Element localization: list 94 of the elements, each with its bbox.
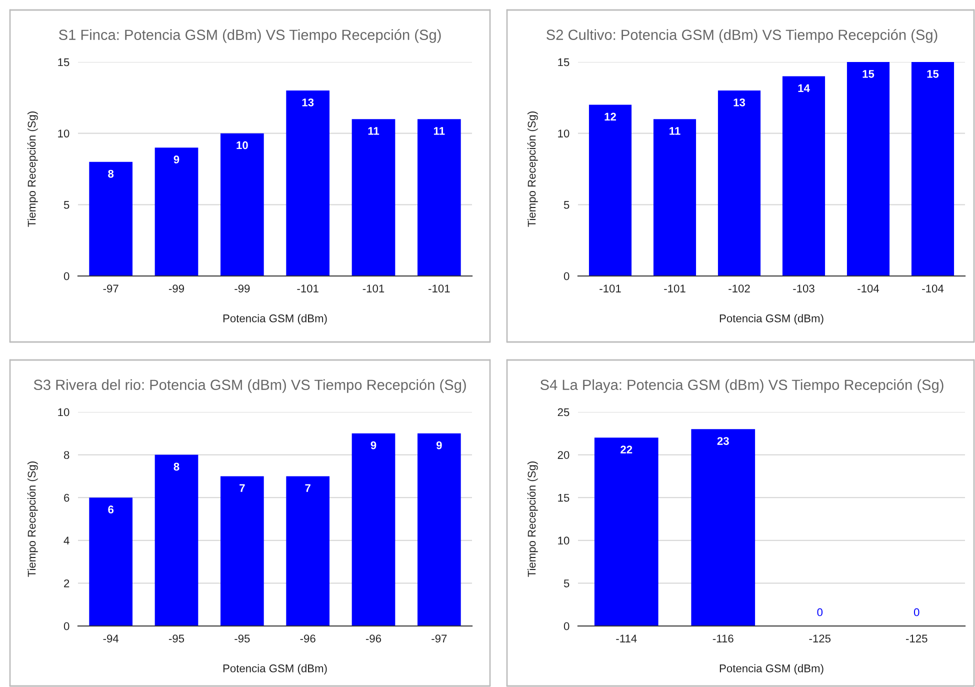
x-tick-label: -125 (906, 634, 928, 642)
y-axis-title: Tiempo Recepción (Sg) (527, 462, 538, 577)
data-label: 15 (927, 70, 939, 78)
data-label: 11 (368, 127, 380, 135)
y-tick-label: 0 (64, 622, 70, 630)
x-tick-label: -96 (366, 634, 382, 642)
y-tick-label: 0 (564, 272, 570, 280)
bar (352, 119, 396, 276)
bar (653, 119, 696, 276)
x-tick-label: -95 (234, 634, 250, 642)
y-tick-label: 2 (64, 579, 70, 588)
bar (154, 454, 198, 626)
y-tick-label: 0 (64, 272, 70, 280)
bar (89, 498, 133, 626)
data-label: 10 (236, 141, 248, 150)
data-label: 14 (798, 84, 810, 92)
y-tick-label: 10 (58, 130, 70, 138)
data-label: 13 (302, 98, 314, 106)
y-tick-label: 15 (558, 58, 570, 66)
chart-title: S3 Rivera del rio: Potencia GSM (dBm) VS Tiempo Recepción (Sg) (34, 379, 466, 393)
bar (782, 76, 826, 276)
x-axis-title: Potencia GSM (dBm) (720, 664, 824, 674)
data-label: 15 (862, 70, 874, 78)
x-tick-label: -97 (432, 634, 447, 642)
bar (220, 133, 264, 276)
y-axis-title: Tiempo Recepción (Sg) (527, 112, 538, 227)
x-tick-label: -104 (858, 284, 880, 292)
chart-title: S4 La Playa: Potencia GSM (dBm) VS Tiempo Recepción (Sg) (540, 379, 944, 393)
y-tick-label: 25 (558, 408, 570, 416)
data-label: 11 (434, 127, 445, 135)
data-label: 13 (734, 98, 746, 106)
data-label: 12 (604, 112, 616, 121)
data-label: 9 (370, 441, 376, 450)
data-label: 8 (108, 170, 114, 178)
data-label: 11 (670, 127, 680, 135)
x-tick-label: -95 (168, 634, 184, 642)
x-axis-title: Potencia GSM (dBm) (223, 314, 327, 324)
chart-title: S2 Cultivo: Potencia GSM (dBm) VS Tiempo Recepción (Sg) (546, 29, 938, 43)
y-axis-title: Tiempo Recepción (Sg) (27, 112, 38, 227)
bar (286, 476, 330, 626)
x-tick-label: -125 (809, 634, 831, 642)
y-axis-title: Tiempo Recepción (Sg) (27, 462, 38, 577)
x-axis-title: Potencia GSM (dBm) (720, 314, 824, 324)
bar (417, 433, 461, 626)
y-tick-label: 10 (558, 130, 570, 138)
data-label: 8 (174, 462, 180, 471)
bar (154, 148, 198, 276)
x-tick-label: -101 (362, 284, 384, 292)
x-tick-label: -101 (600, 284, 621, 292)
x-tick-label: -101 (428, 284, 450, 292)
data-label: 22 (620, 446, 632, 454)
x-tick-label: -97 (103, 284, 118, 292)
y-tick-label: 10 (58, 408, 70, 416)
bar (718, 90, 761, 276)
y-tick-label: 15 (58, 58, 70, 66)
data-label: 9 (436, 441, 442, 450)
chart-title: S1 Finca: Potencia GSM (dBm) VS Tiempo Recepción (Sg) (58, 29, 441, 43)
y-tick-label: 0 (564, 622, 570, 630)
bar (588, 104, 632, 276)
x-tick-label: -102 (728, 284, 750, 292)
x-tick-label: -114 (616, 634, 637, 642)
data-label: 0 (817, 608, 823, 616)
y-tick-label: 5 (564, 580, 570, 588)
bar (89, 162, 133, 276)
y-tick-label: 20 (558, 451, 570, 459)
bar (417, 119, 461, 276)
y-tick-label: 8 (64, 451, 70, 459)
data-label: 9 (174, 156, 180, 164)
x-axis-title: Potencia GSM (dBm) (223, 664, 327, 674)
x-tick-label: -94 (103, 634, 119, 642)
y-tick-label: 6 (64, 494, 70, 502)
x-tick-label: -99 (168, 284, 184, 292)
y-tick-label: 4 (64, 536, 70, 544)
x-tick-label: -101 (664, 284, 686, 292)
bar (846, 62, 890, 276)
x-tick-label: -99 (234, 284, 250, 292)
x-tick-label: -104 (922, 284, 944, 292)
bar (352, 433, 396, 626)
bar (911, 62, 954, 276)
y-tick-label: 5 (564, 201, 570, 209)
x-tick-label: -101 (297, 284, 318, 292)
data-label: 6 (108, 506, 114, 514)
data-label: 7 (240, 484, 245, 492)
x-tick-label: -96 (300, 634, 316, 642)
x-tick-label: -116 (712, 634, 734, 642)
bar (286, 90, 330, 276)
x-tick-label: -103 (793, 284, 814, 292)
data-label: 23 (717, 437, 729, 445)
y-tick-label: 5 (64, 201, 70, 209)
data-label: 7 (305, 484, 310, 492)
bar (220, 476, 264, 626)
y-tick-label: 10 (558, 536, 570, 545)
data-label: 0 (914, 608, 920, 616)
y-tick-label: 15 (558, 494, 570, 502)
